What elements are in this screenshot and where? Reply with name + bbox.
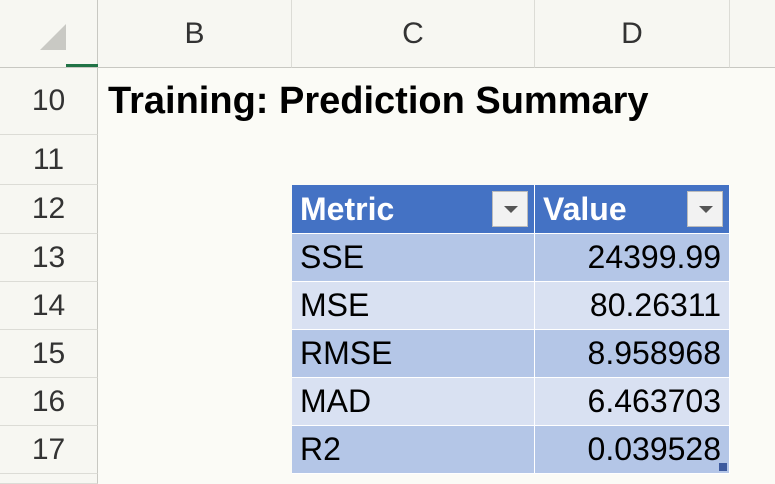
table-header-cell: Value (535, 185, 730, 234)
row-header[interactable]: 11 (0, 135, 98, 185)
filter-dropdown[interactable] (687, 191, 723, 227)
value-cell: 8.958968 (535, 330, 730, 378)
metric-cell: SSE (292, 234, 535, 282)
value-cell: 6.463703 (535, 378, 730, 426)
row-header[interactable]: 14 (0, 282, 98, 330)
row-header[interactable]: 17 (0, 426, 98, 474)
column-header-e (730, 0, 775, 68)
row-header[interactable]: 16 (0, 378, 98, 426)
title-cell: Training: Prediction Summary (98, 68, 775, 135)
column-header[interactable]: D (535, 0, 730, 68)
column-header[interactable]: C (292, 0, 535, 68)
table-header-cell: Metric (292, 185, 535, 234)
metric-cell: MSE (292, 282, 535, 330)
value-cell: 80.26311 (535, 282, 730, 330)
metric-cell: RMSE (292, 330, 535, 378)
select-all-corner[interactable] (0, 0, 98, 68)
row-header (0, 474, 98, 484)
title: Training: Prediction Summary (108, 80, 649, 122)
selection-indicator (66, 64, 98, 67)
row-header[interactable]: 13 (0, 234, 98, 282)
corner-triangle (40, 24, 66, 50)
metric-cell: MAD (292, 378, 535, 426)
row-header[interactable]: 10 (0, 68, 98, 135)
metric-cell: R2 (292, 426, 535, 474)
row-header[interactable]: 12 (0, 185, 98, 234)
value-cell: 0.039528 (535, 426, 730, 474)
column-header[interactable]: B (98, 0, 292, 68)
header-text: Value (543, 190, 627, 227)
row-header[interactable]: 15 (0, 330, 98, 378)
value-cell: 24399.99 (535, 234, 730, 282)
table-resize-handle[interactable] (719, 463, 727, 471)
header-text: Metric (300, 190, 395, 227)
filter-dropdown[interactable] (492, 191, 528, 227)
